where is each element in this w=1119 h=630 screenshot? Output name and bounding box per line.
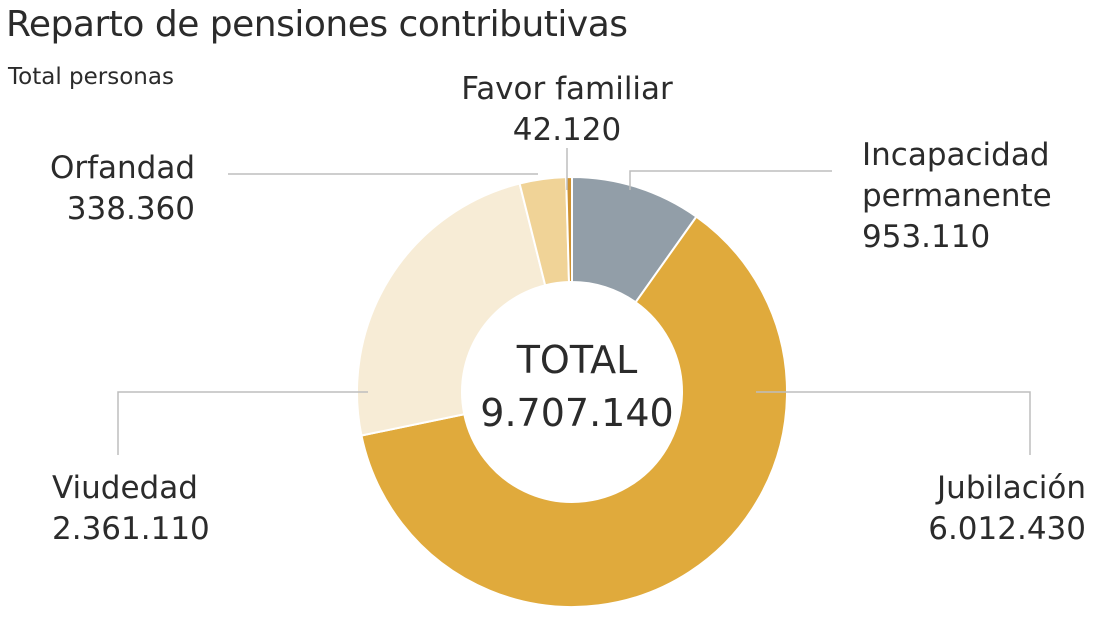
slice-favor-familiar [565, 175, 573, 284]
slice-label-incapacidad-permanente: Incapacidad [862, 137, 1050, 173]
chart-subtitle: Total personas [8, 64, 174, 90]
slice-jubilacion [360, 215, 788, 608]
slice-value-favor-familiar: 42.120 [513, 112, 621, 148]
slice-label-favor-familiar: Favor familiar [461, 71, 673, 107]
slice-viudedad [356, 182, 547, 437]
slice-value-incapacidad-permanente: 953.110 [862, 219, 990, 255]
leader-line-viudedad [117, 391, 368, 455]
total-label: TOTAL [516, 338, 638, 382]
slice-label-incapacidad-permanente: permanente [862, 178, 1052, 214]
slice-label-viudedad: Viudedad [52, 470, 198, 506]
slice-label-orfandad: Orfandad [50, 150, 195, 186]
leader-line-jubilacion [756, 391, 1031, 455]
leader-line-incapacidad-permanente [629, 170, 832, 190]
slice-value-jubilacion: 6.012.430 [928, 511, 1086, 547]
chart-title: Reparto de pensiones contributivas [6, 4, 628, 45]
slice-value-viudedad: 2.361.110 [52, 511, 210, 547]
total-value: 9.707.140 [480, 391, 673, 435]
slice-label-jubilacion: Jubilación [935, 470, 1086, 506]
slice-value-orfandad: 338.360 [67, 191, 195, 227]
